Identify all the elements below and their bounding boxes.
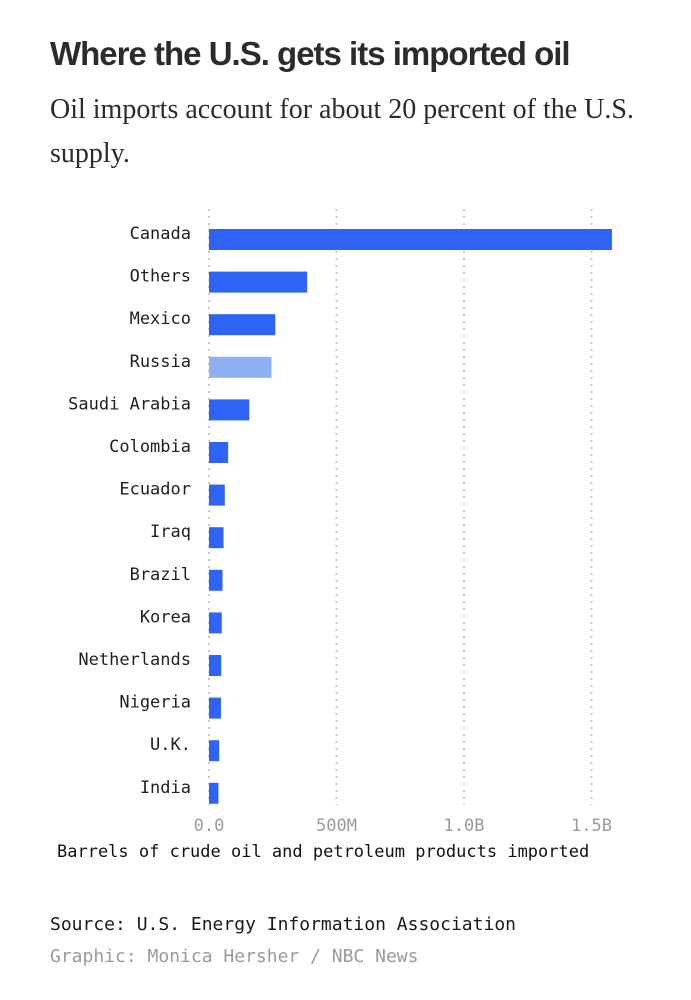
graphic-credit: Graphic: Monica Hersher / NBC News xyxy=(50,946,419,967)
category-label: Mexico xyxy=(130,309,191,329)
category-label: Nigeria xyxy=(119,693,191,713)
category-label: Canada xyxy=(130,224,191,244)
bar-chart: Canada Others Mexico Russia Saudi Arabia Colo… xyxy=(68,209,612,835)
bar xyxy=(209,740,220,762)
x-tick-label: 0.0 xyxy=(194,816,225,835)
gridlines xyxy=(208,209,593,805)
bars xyxy=(209,229,612,804)
category-label: Ecuador xyxy=(119,480,191,500)
category-labels: Canada Others Mexico Russia Saudi Arabia Colo… xyxy=(68,224,191,798)
category-label: Iraq xyxy=(150,522,191,542)
bar xyxy=(209,782,219,804)
bar xyxy=(209,527,224,549)
x-tick-label: 1.0B xyxy=(444,816,485,835)
category-label: Netherlands xyxy=(78,650,191,670)
bar xyxy=(209,442,229,463)
bar xyxy=(209,399,250,421)
category-label: India xyxy=(140,778,191,798)
source-note: Source: U.S. Energy Information Associat… xyxy=(50,914,516,935)
x-axis-ticks: 0.0 500M 1.0B 1.5B xyxy=(194,816,612,835)
x-tick-label: 500M xyxy=(316,816,357,835)
category-label: Others xyxy=(130,267,191,287)
bar xyxy=(209,229,612,250)
bar xyxy=(209,655,222,676)
bar xyxy=(209,484,225,506)
bar xyxy=(209,612,222,634)
bar xyxy=(209,569,223,591)
bar xyxy=(209,314,276,336)
bar xyxy=(209,356,272,378)
x-axis-label: Barrels of crude oil and petroleum produ… xyxy=(57,842,590,862)
category-label: Russia xyxy=(130,352,191,372)
category-label: U.K. xyxy=(150,735,191,755)
category-label: Colombia xyxy=(109,437,191,457)
bar xyxy=(209,697,221,719)
category-label: Korea xyxy=(140,607,191,627)
category-label: Brazil xyxy=(130,565,191,585)
category-label: Saudi Arabia xyxy=(68,394,191,414)
chart-subtitle: Oil imports account for about 20 percent… xyxy=(50,94,634,169)
x-tick-label: 1.5B xyxy=(571,816,612,835)
chart-title: Where the U.S. gets its imported oil xyxy=(50,35,571,72)
bar xyxy=(209,271,308,293)
